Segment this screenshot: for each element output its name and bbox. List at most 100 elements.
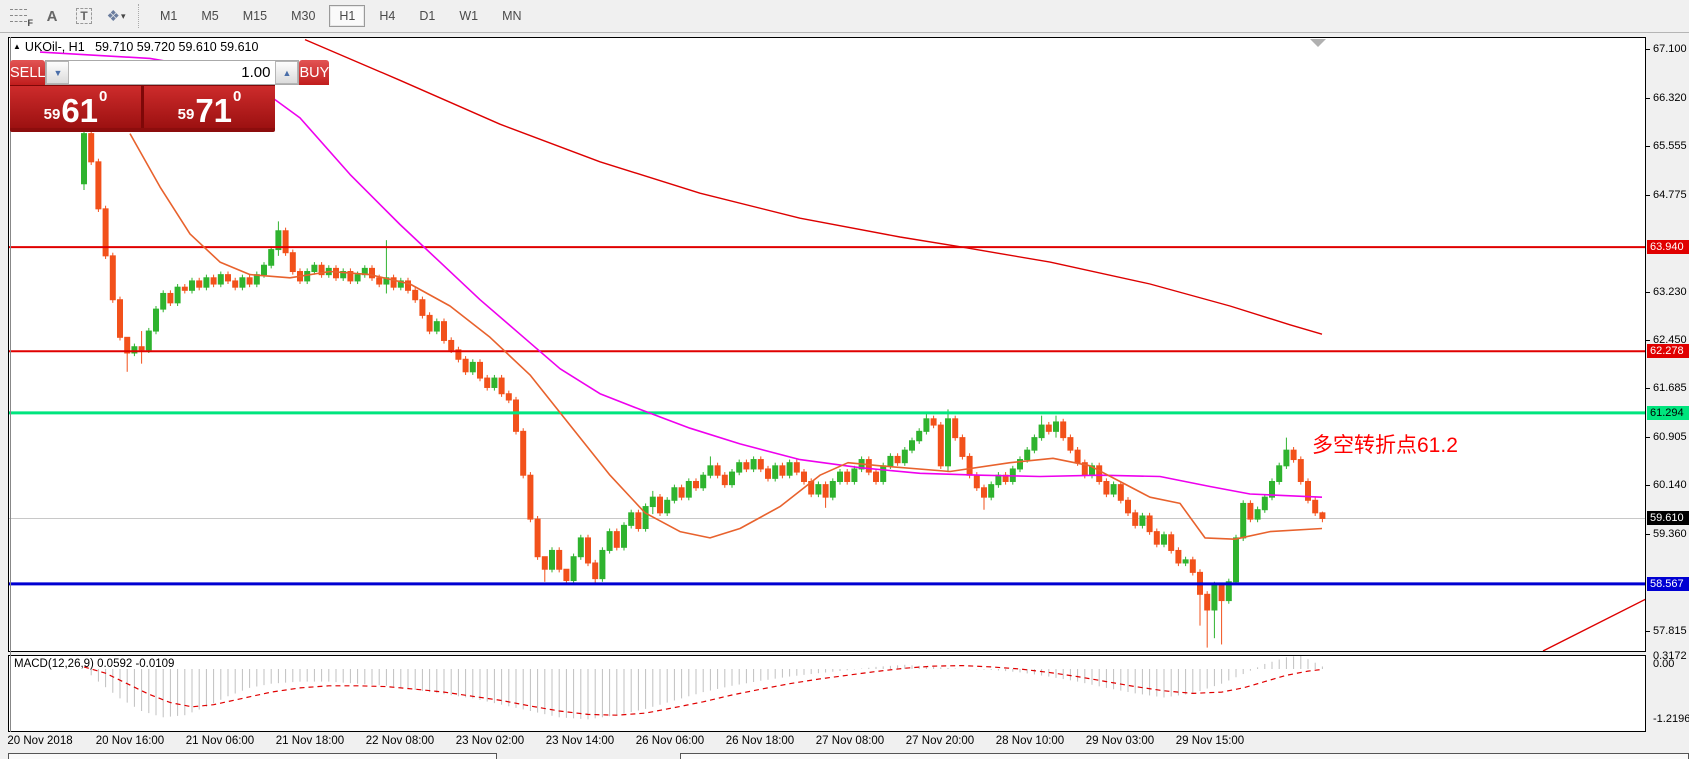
candle-body xyxy=(167,292,174,304)
candle-body xyxy=(1096,465,1103,482)
candle-body xyxy=(1269,480,1275,498)
candle-body xyxy=(1045,424,1052,432)
candle-body xyxy=(455,349,462,360)
timeframe-button-h4[interactable]: H4 xyxy=(379,9,396,23)
candle-body xyxy=(729,471,735,486)
candle-body xyxy=(117,299,123,338)
buy-price-major: 59 xyxy=(177,106,195,123)
sell-price-button[interactable]: 59 61 0 xyxy=(10,86,141,128)
candle-body xyxy=(707,465,714,476)
candle-body xyxy=(534,518,541,558)
candle-body xyxy=(333,267,339,279)
candle-body xyxy=(1110,484,1117,495)
timeframe-button-w1[interactable]: W1 xyxy=(459,9,479,23)
timeframe-button-h1[interactable]: H1 xyxy=(329,5,366,27)
buy-button[interactable]: BUY xyxy=(299,60,330,85)
candle-body xyxy=(124,336,131,354)
fibonacci-tool-button[interactable]: F xyxy=(7,3,33,29)
price-badge-59.610: 59.610 xyxy=(1647,511,1689,526)
candle-body xyxy=(491,377,498,388)
candle-body xyxy=(671,487,678,501)
docked-box-right xyxy=(680,753,1689,759)
candle-body xyxy=(448,339,455,351)
sell-price-pip: 0 xyxy=(99,88,108,105)
candle-body xyxy=(1218,584,1225,602)
candle-body xyxy=(743,462,750,470)
candle-body xyxy=(513,399,519,432)
candle-body xyxy=(959,437,966,457)
candle-body xyxy=(966,455,973,476)
candle-body xyxy=(340,271,347,279)
candle-body xyxy=(1024,449,1031,461)
arrows-tool-button[interactable]: ❖ ▾ xyxy=(103,3,129,29)
timeframe-button-m1[interactable]: M1 xyxy=(160,9,178,23)
chart-annotation-text: 多空转折点61.2 xyxy=(1312,434,1458,457)
bottom-docked-windows xyxy=(0,752,1689,759)
candle-body xyxy=(1276,465,1283,482)
candle-body xyxy=(995,474,1002,486)
candle-body xyxy=(592,562,599,580)
candle-body xyxy=(1261,496,1268,511)
time-label: 27 Nov 20:00 xyxy=(905,735,975,747)
candle-body xyxy=(1017,459,1023,470)
candle-body xyxy=(556,549,563,570)
candle-body xyxy=(88,133,95,163)
candle-body xyxy=(721,474,728,486)
time-label: 27 Nov 08:00 xyxy=(815,735,885,747)
candle-body xyxy=(736,462,743,473)
candle-body xyxy=(1031,437,1038,451)
candle-body xyxy=(1233,537,1239,583)
candle-body xyxy=(1225,581,1232,602)
price-tick-61.685: 61.685 xyxy=(1646,381,1687,395)
candle-body xyxy=(1189,559,1196,573)
price-divider xyxy=(141,86,144,128)
candle-body xyxy=(577,537,584,558)
price-tick-63.230: 63.230 xyxy=(1646,285,1687,299)
docked-box-left xyxy=(8,753,497,759)
candle-body xyxy=(181,286,188,291)
candle-body xyxy=(700,474,707,489)
macd-axis-label-0.00: 0.00 xyxy=(1653,658,1675,670)
candle-body xyxy=(1175,549,1182,564)
main-chart-pane[interactable] xyxy=(8,37,1646,652)
candle-body xyxy=(311,264,318,273)
candle-body xyxy=(678,487,685,498)
candle-body xyxy=(570,556,577,582)
time-label: 22 Nov 08:00 xyxy=(365,735,435,747)
text-label-tool-button[interactable]: A xyxy=(39,3,65,29)
buy-price-button[interactable]: 59 71 0 xyxy=(144,86,275,128)
candle-body xyxy=(945,418,951,467)
candle-body xyxy=(801,471,807,482)
volume-input[interactable] xyxy=(69,61,276,84)
candle-body xyxy=(865,459,872,473)
time-axis[interactable]: 20 Nov 2018 20 Nov 16:00 21 Nov 06:00 21 No… xyxy=(0,733,1689,752)
volume-decrease-button[interactable]: ▼ xyxy=(46,61,70,84)
candle-body xyxy=(606,531,613,551)
price-tick-57.815: 57.815 xyxy=(1646,624,1687,638)
candle-body xyxy=(779,465,786,476)
timeframe-button-m5[interactable]: M5 xyxy=(201,9,219,23)
candle-body xyxy=(477,361,483,379)
text-tool-button[interactable]: T xyxy=(71,3,97,29)
volume-increase-button[interactable]: ▲ xyxy=(275,61,299,84)
trendline xyxy=(1542,598,1645,651)
timeframe-button-d1[interactable]: D1 xyxy=(419,9,436,23)
candle-body xyxy=(1038,424,1045,439)
price-axis[interactable]: 67.100 66.320 65.555 64.775 63.230 62.450 61.6… xyxy=(1646,33,1689,759)
candle-body xyxy=(160,292,167,310)
candle-body xyxy=(930,418,937,426)
candle-body xyxy=(786,462,793,476)
buy-price-pip: 0 xyxy=(233,88,242,105)
timeframe-button-mn[interactable]: MN xyxy=(502,9,522,23)
macd-signal-line xyxy=(83,664,1323,716)
candle-body xyxy=(613,531,620,548)
timeframe-button-m15[interactable]: M15 xyxy=(242,9,268,23)
chart-shift-marker-icon[interactable] xyxy=(1310,39,1326,47)
candle-body xyxy=(829,480,836,498)
timeframe-button-m30[interactable]: M30 xyxy=(291,9,316,23)
candle-body xyxy=(1103,480,1110,495)
sell-button[interactable]: SELL xyxy=(10,60,46,85)
candle-body xyxy=(664,499,671,514)
macd-indicator-pane[interactable] xyxy=(8,655,1646,732)
time-label: 26 Nov 06:00 xyxy=(635,735,705,747)
